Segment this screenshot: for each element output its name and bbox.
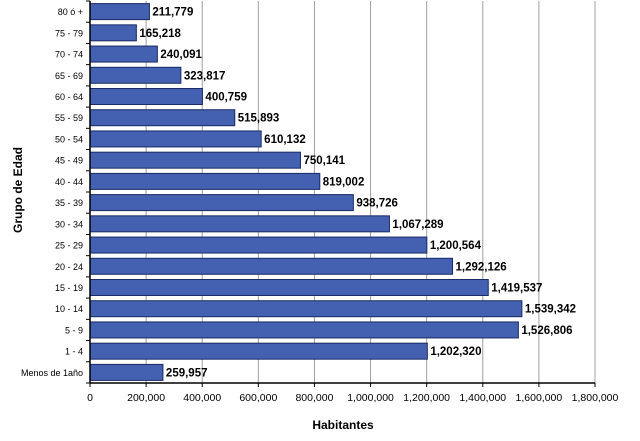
y-tick-label: 80 ó + bbox=[58, 7, 83, 17]
data-label: 240,091 bbox=[160, 49, 202, 61]
data-label: 1,067,289 bbox=[392, 219, 443, 231]
bar bbox=[89, 172, 321, 190]
y-tick-label: 75 - 79 bbox=[55, 28, 83, 38]
data-label: 165,218 bbox=[139, 28, 181, 40]
x-tick-label: 200,000 bbox=[127, 392, 165, 404]
data-labels: 211,779 165,218 240,091 323,817 400,759 515,8… bbox=[139, 7, 576, 380]
data-label: 1,526,806 bbox=[521, 325, 572, 337]
bar bbox=[89, 194, 354, 212]
bar bbox=[89, 257, 454, 275]
y-tick-label: 40 - 44 bbox=[55, 177, 83, 187]
bar bbox=[89, 236, 428, 254]
bar bbox=[89, 109, 236, 127]
x-tick-label: 1,600,000 bbox=[516, 392, 563, 404]
bars bbox=[89, 3, 523, 381]
x-tick-label: 400,000 bbox=[183, 392, 221, 404]
x-tick-label: 1,200,000 bbox=[403, 392, 450, 404]
data-label: 400,759 bbox=[205, 92, 247, 104]
axes: 0 200,000 400,000 600,000 800,000 1,000,000 1,… bbox=[21, 0, 619, 404]
x-axis-title: Habitantes bbox=[312, 418, 374, 432]
y-tick-label: 70 - 74 bbox=[55, 50, 83, 60]
bar bbox=[89, 3, 150, 21]
bar bbox=[89, 321, 519, 339]
data-label: 1,292,126 bbox=[456, 261, 507, 273]
y-tick-label: 60 - 64 bbox=[55, 92, 83, 102]
bar bbox=[89, 24, 137, 42]
bar bbox=[89, 45, 158, 63]
x-tick-label: 1,400,000 bbox=[459, 392, 506, 404]
data-label: 750,141 bbox=[303, 155, 345, 167]
bar bbox=[89, 363, 164, 381]
x-tick-label: 1,000,000 bbox=[347, 392, 394, 404]
y-tick-label: 30 - 34 bbox=[55, 219, 83, 229]
x-tick-label: 600,000 bbox=[239, 392, 277, 404]
y-tick-label: 45 - 49 bbox=[55, 156, 83, 166]
data-label: 515,893 bbox=[238, 113, 280, 125]
data-label: 1,539,342 bbox=[525, 304, 576, 316]
bar bbox=[89, 88, 203, 105]
y-tick-label: 1 - 4 bbox=[65, 347, 83, 357]
bar bbox=[89, 215, 390, 233]
x-tick-label: 1,800,000 bbox=[572, 392, 619, 404]
data-label: 323,817 bbox=[184, 70, 226, 82]
gridlines bbox=[145, 1, 596, 383]
bar bbox=[89, 279, 489, 296]
data-label: 211,779 bbox=[152, 7, 193, 19]
bar bbox=[89, 342, 428, 360]
bar bbox=[89, 66, 182, 84]
y-axis-title: Grupo de Edad bbox=[11, 147, 25, 233]
y-tick-label: 15 - 19 bbox=[55, 283, 83, 293]
bar bbox=[89, 300, 523, 318]
y-tick-label: 20 - 24 bbox=[55, 262, 83, 272]
x-tick-label: 0 bbox=[87, 392, 93, 404]
data-label: 938,726 bbox=[356, 198, 398, 210]
data-label: 819,002 bbox=[323, 176, 365, 188]
y-tick-label: 35 - 39 bbox=[55, 198, 83, 208]
data-label: 259,957 bbox=[166, 367, 208, 379]
y-tick-label: 5 - 9 bbox=[65, 325, 83, 335]
y-tick-label: 10 - 14 bbox=[55, 304, 83, 314]
bar bbox=[89, 151, 301, 169]
x-tick-label: 800,000 bbox=[295, 392, 333, 404]
y-tick-label: 50 - 54 bbox=[55, 134, 83, 144]
data-label: 610,132 bbox=[264, 134, 306, 146]
y-tick-label: 25 - 29 bbox=[55, 241, 83, 251]
data-label: 1,202,320 bbox=[430, 346, 481, 358]
y-tick-label: 55 - 59 bbox=[55, 113, 83, 123]
y-tick-label: 65 - 69 bbox=[55, 71, 83, 81]
data-label: 1,200,564 bbox=[430, 240, 482, 252]
y-tick-label: Menos de 1año bbox=[21, 368, 83, 378]
data-label: 1,419,537 bbox=[491, 283, 542, 295]
bar bbox=[89, 130, 262, 148]
